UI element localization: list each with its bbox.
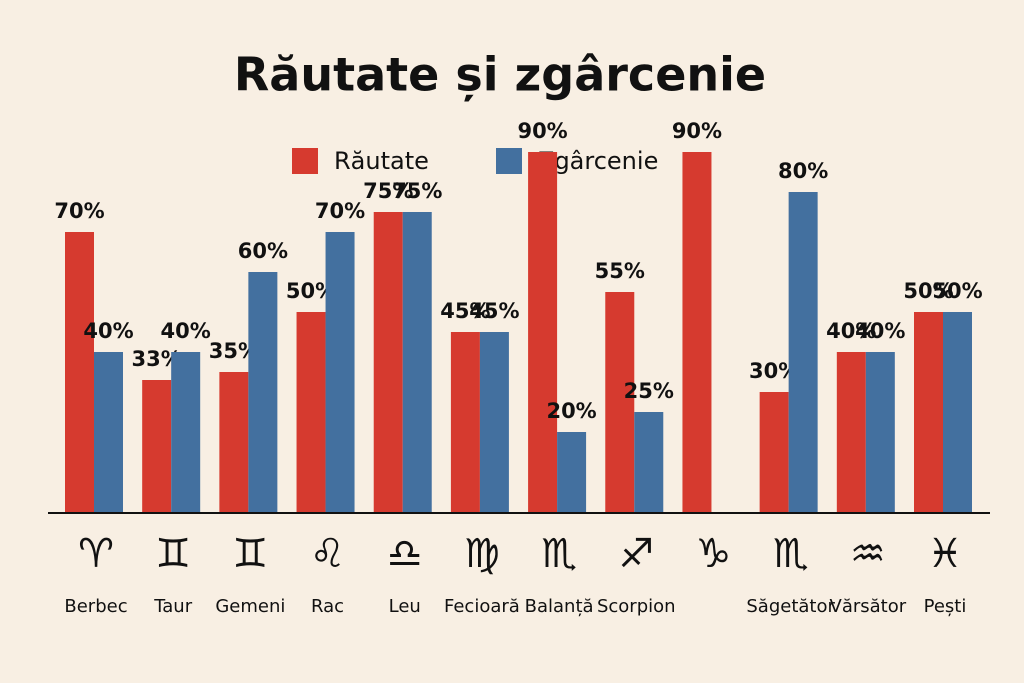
bar bbox=[682, 152, 712, 512]
value-label: 50% bbox=[932, 279, 982, 303]
bar bbox=[248, 272, 278, 512]
value-label: 70% bbox=[54, 199, 104, 223]
value-label: 50% bbox=[903, 279, 953, 303]
legend-label: Zgârcenie bbox=[538, 147, 658, 175]
bar bbox=[788, 192, 818, 512]
value-label: 40% bbox=[855, 319, 905, 343]
zodiac-symbol: ♒ bbox=[850, 531, 886, 577]
x-tick-label: Balanță bbox=[525, 596, 594, 617]
zodiac-symbol: ♈ bbox=[78, 531, 114, 577]
bar bbox=[865, 352, 895, 512]
x-tick-label: Rac bbox=[311, 596, 344, 617]
value-label: 75% bbox=[392, 179, 442, 203]
x-tick-label: Leu bbox=[389, 596, 421, 617]
value-label: 55% bbox=[595, 259, 645, 283]
bar bbox=[94, 352, 123, 512]
bar bbox=[605, 292, 635, 512]
zodiac-symbol: ♊ bbox=[232, 531, 268, 577]
x-tick-label: Scorpion bbox=[597, 596, 676, 617]
zodiac-symbol: ♐ bbox=[618, 531, 654, 577]
bar bbox=[142, 380, 172, 512]
x-tick-label: Vărsător bbox=[830, 596, 907, 617]
zodiac-symbol: ♌ bbox=[310, 531, 346, 577]
bar bbox=[914, 312, 943, 512]
bar bbox=[171, 352, 201, 512]
value-label: 40% bbox=[83, 319, 133, 343]
bar bbox=[759, 392, 789, 512]
x-tick-label: Fecioară bbox=[444, 596, 520, 617]
zodiac-symbol: ♎ bbox=[387, 531, 423, 577]
bar bbox=[836, 352, 866, 512]
bar bbox=[219, 372, 249, 512]
zodiac-symbol: ♍ bbox=[464, 531, 500, 577]
zodiac-symbol: ♓ bbox=[927, 531, 963, 577]
bar bbox=[65, 232, 94, 512]
x-tick-label: Pești bbox=[924, 596, 967, 617]
value-label: 40% bbox=[826, 319, 876, 343]
value-label: 80% bbox=[778, 159, 828, 183]
bar bbox=[479, 332, 509, 512]
value-label: 90% bbox=[517, 119, 567, 143]
value-label: 40% bbox=[161, 319, 211, 343]
zodiac-symbol: ♑ bbox=[696, 531, 732, 577]
chart-title: Răutate și zgârcenie bbox=[234, 48, 766, 102]
bar bbox=[557, 432, 587, 512]
legend-swatch bbox=[496, 148, 522, 174]
x-tick-label: Taur bbox=[153, 596, 192, 617]
value-label: 60% bbox=[238, 239, 288, 263]
value-label: 75% bbox=[363, 179, 413, 203]
bar bbox=[450, 332, 480, 512]
value-label: 45% bbox=[440, 299, 490, 323]
bar bbox=[528, 152, 558, 512]
zodiac-symbol: ♏ bbox=[773, 531, 809, 577]
bar bbox=[634, 412, 664, 512]
bar bbox=[296, 312, 326, 512]
legend-swatch bbox=[292, 148, 318, 174]
zodiac-symbol: ♏ bbox=[541, 531, 577, 577]
x-tick-label: Gemeni bbox=[215, 596, 285, 617]
value-label: 70% bbox=[315, 199, 365, 223]
bar bbox=[402, 212, 432, 512]
x-tick-label: Berbec bbox=[64, 596, 127, 617]
value-label: 20% bbox=[546, 399, 596, 423]
bar bbox=[373, 212, 403, 512]
value-label: 45% bbox=[469, 299, 519, 323]
value-label: 25% bbox=[624, 379, 674, 403]
legend-label: Răutate bbox=[334, 147, 429, 175]
zodiac-symbol: ♊ bbox=[155, 531, 191, 577]
value-label: 90% bbox=[672, 119, 722, 143]
bar bbox=[325, 232, 355, 512]
bar bbox=[943, 312, 972, 512]
x-tick-label: Săgetător bbox=[746, 596, 835, 617]
